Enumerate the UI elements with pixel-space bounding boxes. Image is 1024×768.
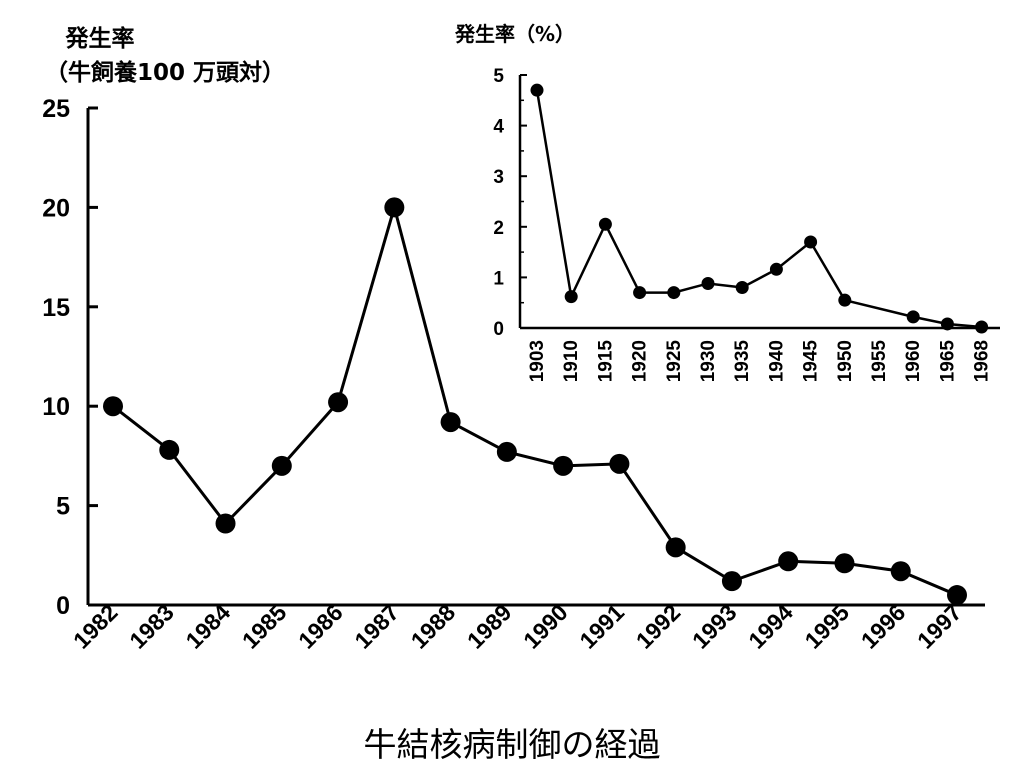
main-data-point: [440, 412, 461, 433]
main-x-tick-label: 1992: [631, 599, 686, 654]
main-y-tick-label: 10: [42, 393, 70, 421]
inset-data-point: [598, 217, 612, 231]
inset-x-tick-label: 1935: [732, 340, 753, 383]
inset-x-tick-label: 1940: [766, 340, 787, 382]
inset-data-point: [735, 281, 749, 295]
main-x-tick-label: 1995: [800, 599, 855, 654]
inset-data-point: [769, 262, 783, 276]
main-data-point: [721, 571, 742, 592]
main-y-axis-label-line-2: （牛飼養100 万頭対）: [44, 60, 286, 86]
inset-x-tick-label: 1950: [835, 340, 856, 382]
inset-y-tick-label: 5: [493, 66, 504, 87]
main-y-tick-label: 25: [42, 95, 70, 123]
main-data-point: [496, 441, 517, 462]
main-y-tick-label: 5: [56, 493, 70, 521]
main-y-tick-label: 0: [56, 592, 70, 620]
inset-data-point: [667, 286, 681, 300]
inset-y-tick-label: 1: [493, 268, 504, 289]
inset-data-point: [564, 290, 578, 304]
inset-x-tick-label: 1968: [972, 340, 993, 382]
main-data-point: [328, 392, 349, 413]
inset-data-point: [530, 83, 544, 97]
main-data-point: [890, 561, 911, 582]
main-x-tick-label: 1991: [574, 599, 629, 654]
inset-x-tick-label: 1965: [937, 340, 958, 383]
inset-data-point: [975, 320, 989, 334]
main-y-axis-label: 発生率 （牛飼養100 万頭対）: [20, 22, 310, 90]
inset-x-tick-label: 1960: [903, 340, 924, 382]
main-x-tick-label: 1984: [181, 599, 236, 654]
main-x-tick-label: 1988: [406, 599, 461, 654]
inset-data-point: [838, 293, 852, 307]
main-x-tick-label: 1987: [349, 599, 404, 654]
main-x-tick-label: 1996: [856, 599, 911, 654]
main-x-tick-label: 1989: [462, 599, 517, 654]
inset-series-line: [535, 89, 982, 329]
main-data-point: [947, 585, 967, 606]
main-x-tick-label: 1994: [743, 599, 798, 654]
inset-y-tick-label: 2: [493, 218, 504, 239]
figure-caption: 牛結核病制御の経過: [363, 725, 661, 764]
main-y-tick-label: 20: [42, 194, 70, 222]
main-data-point: [215, 513, 236, 534]
inset-data-point: [906, 310, 920, 324]
inset-x-tick-label: 1925: [664, 340, 685, 383]
main-x-tick-label: 1993: [687, 599, 742, 654]
inset-y-tick-label: 4: [493, 117, 504, 138]
main-x-tick-label: 1985: [237, 599, 292, 654]
inset-data-point: [804, 235, 818, 249]
inset-x-tick-label: 1955: [869, 340, 890, 383]
main-data-point: [609, 453, 630, 474]
main-data-point: [384, 197, 405, 218]
inset-x-tick-label: 1920: [630, 340, 651, 382]
inset-y-tick-label: 0: [493, 319, 504, 340]
inset-data-point: [940, 317, 954, 331]
inset-y-tick-label: 3: [493, 167, 504, 188]
main-y-tick-label: 15: [42, 294, 70, 322]
main-data-point: [834, 553, 855, 574]
inset-data-point: [701, 276, 715, 290]
main-data-point: [778, 551, 799, 572]
main-x-tick-label: 1983: [124, 599, 179, 654]
inset-y-axis-label: 発生率（%）: [455, 22, 576, 46]
main-data-point: [553, 455, 574, 476]
inset-data-point: [633, 286, 647, 300]
main-y-axis-label-line-1: 発生率: [65, 26, 135, 52]
main-data-point: [665, 537, 686, 558]
main-data-point: [271, 455, 292, 476]
main-series-line: [112, 201, 958, 597]
inset-x-tick-label: 1903: [527, 340, 548, 382]
main-x-tick-label: 1997: [912, 599, 967, 654]
inset-x-tick-label: 1910: [561, 340, 582, 382]
main-data-point: [103, 396, 123, 417]
main-data-point: [159, 439, 180, 460]
inset-x-tick-label: 1945: [801, 340, 822, 383]
inset-x-tick-label: 1930: [698, 340, 719, 382]
inset-x-tick-label: 1915: [595, 340, 616, 383]
main-x-tick-label: 1986: [293, 599, 348, 654]
main-x-tick-label: 1990: [518, 599, 573, 654]
main-x-tick-label: 1982: [68, 599, 123, 654]
